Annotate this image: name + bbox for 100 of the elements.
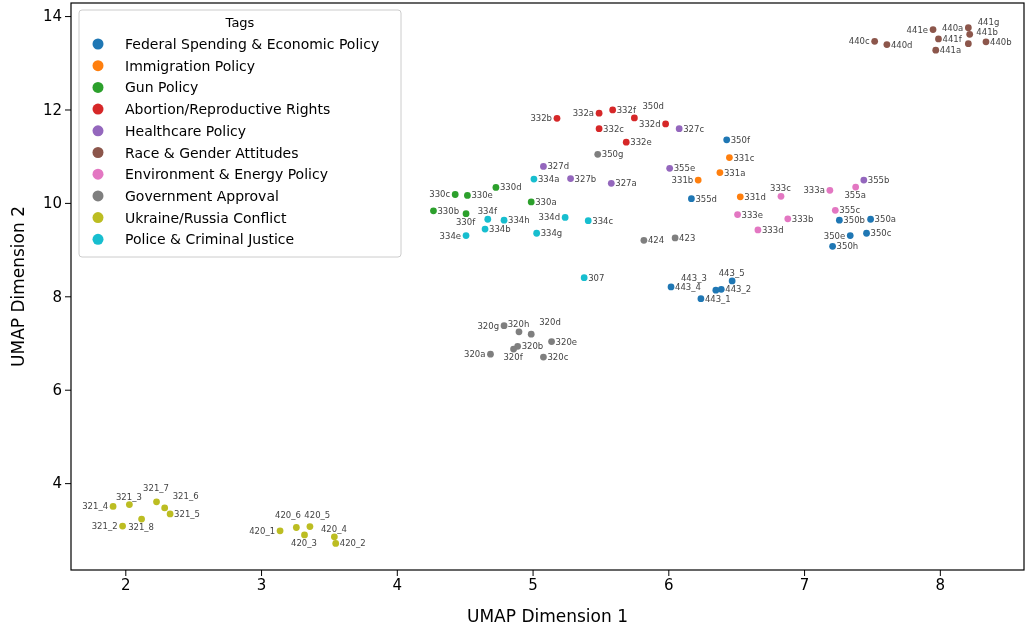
point <box>462 210 470 218</box>
annotation: 320h <box>507 318 530 329</box>
annotation: 334g <box>540 228 563 239</box>
point <box>451 191 459 198</box>
annotation: 423 <box>679 232 696 243</box>
point <box>697 295 705 303</box>
annotation: 330c <box>429 189 451 200</box>
annotation: 420_2 <box>339 538 366 549</box>
annotation: 327b <box>574 173 597 184</box>
point <box>527 198 535 206</box>
point <box>609 106 617 114</box>
point <box>481 225 489 233</box>
annotation: 320f <box>503 352 524 363</box>
legend-label: Healthcare Policy <box>125 122 247 139</box>
annotation: 330b <box>437 205 460 216</box>
y-tick-label: 6 <box>52 381 62 400</box>
annotation: 333d <box>761 224 784 235</box>
point <box>736 193 744 201</box>
point <box>540 353 547 361</box>
x-tick-label: 7 <box>799 575 810 594</box>
annotation: 332d <box>638 118 661 129</box>
annotation: 321_4 <box>82 501 109 512</box>
x-tick-label: 2 <box>121 575 131 594</box>
legend-label: Race & Gender Attitudes <box>125 144 299 161</box>
point <box>829 242 836 250</box>
point <box>712 286 720 294</box>
point <box>846 232 854 239</box>
x-tick-label: 6 <box>664 575 674 594</box>
y-tick-label: 4 <box>52 474 62 493</box>
annotation: 334c <box>592 215 614 226</box>
point <box>487 350 494 358</box>
legend-label: Abortion/Reproductive Rights <box>125 101 331 118</box>
annotation: 334b <box>489 224 511 235</box>
point <box>671 234 679 242</box>
annotation: 334f <box>477 206 498 217</box>
annotation: 332c <box>603 123 625 134</box>
annotation: 350f <box>730 134 751 145</box>
legend-label: Environment & Energy Policy <box>125 166 328 183</box>
point <box>932 46 940 54</box>
y-tick-label: 12 <box>42 100 62 119</box>
point <box>754 226 762 234</box>
point <box>726 154 733 161</box>
y-tick-label: 14 <box>42 7 62 26</box>
annotation: 327c <box>683 123 705 134</box>
point <box>166 510 174 518</box>
point <box>548 338 555 345</box>
point <box>500 322 508 330</box>
point <box>966 30 974 38</box>
point <box>852 183 860 191</box>
point <box>462 232 470 239</box>
annotation: 420_5 <box>304 510 331 521</box>
point <box>622 138 630 146</box>
point <box>860 176 868 184</box>
point <box>276 527 284 535</box>
annotation: 350h <box>836 241 859 252</box>
annotation: 333a <box>803 185 825 196</box>
legend-label: Federal Spending & Economic Policy <box>125 36 380 52</box>
point <box>784 215 792 223</box>
point <box>631 114 638 122</box>
point <box>510 345 517 353</box>
annotation: 332a <box>572 108 595 119</box>
annotation: 333e <box>741 209 764 220</box>
point <box>694 176 702 184</box>
point <box>826 186 834 194</box>
point <box>662 120 669 128</box>
point <box>138 515 145 523</box>
annotation: 321_6 <box>172 490 199 501</box>
y-tick-label: 8 <box>52 287 62 306</box>
annotation: 350b <box>843 215 865 226</box>
point <box>464 192 471 199</box>
annotation: 330f <box>455 216 477 227</box>
x-tick-label: 3 <box>256 575 267 594</box>
legend-title: Tags <box>224 15 255 30</box>
point <box>734 211 741 218</box>
annotation: 441e <box>906 24 929 35</box>
point <box>484 215 492 223</box>
annotation: 327a <box>615 178 637 189</box>
annotation: 441f <box>942 33 963 44</box>
legend-label: Police & Criminal Justice <box>125 231 295 248</box>
annotation: 321_8 <box>128 522 155 533</box>
annotation: 334a <box>537 174 560 185</box>
annotation: 420_3 <box>291 537 317 548</box>
point <box>640 236 648 244</box>
annotation: 443_1 <box>704 293 731 304</box>
annotation: 330d <box>499 182 522 193</box>
annotation: 334d <box>538 212 561 223</box>
annotation: 443_5 <box>718 267 745 278</box>
point <box>871 37 879 45</box>
point <box>835 216 843 224</box>
annotation: 321_2 <box>91 521 118 532</box>
legend-label: Immigration Policy <box>125 57 256 74</box>
point <box>883 41 891 48</box>
point <box>595 109 603 117</box>
y-tick-label: 10 <box>42 194 62 213</box>
annotation: 350c <box>870 228 892 239</box>
point <box>332 540 340 547</box>
annotation: 321_5 <box>174 508 200 519</box>
point <box>777 192 785 200</box>
x-tick-label: 4 <box>392 575 403 594</box>
annotation: 331d <box>744 191 766 202</box>
